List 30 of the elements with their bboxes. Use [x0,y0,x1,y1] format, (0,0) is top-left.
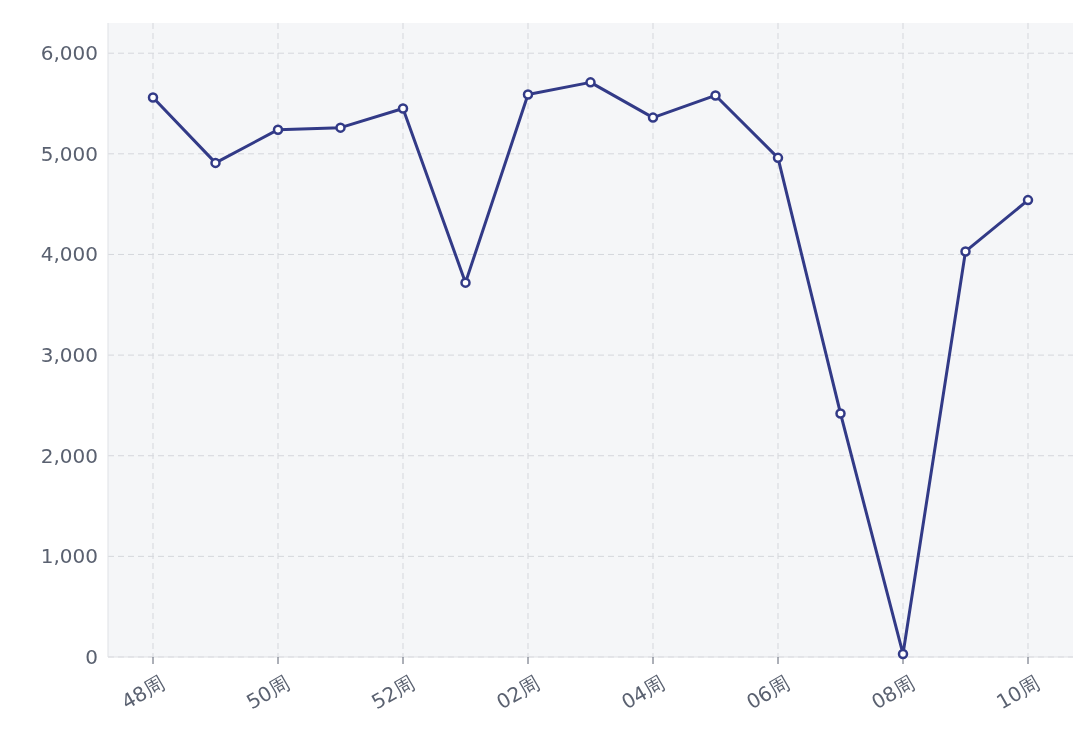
y-tick-label: 2,000 [40,443,98,468]
point [460,277,471,288]
y-tick-label: 1,000 [40,544,98,569]
point [647,112,659,123]
x-tick-label: 04周 [617,670,669,715]
point [585,77,596,88]
point [1022,194,1034,206]
x-tick-label: 08周 [867,670,919,715]
x-tick-label: 10周 [992,670,1044,715]
point [897,648,909,660]
y-tick-label: 0 [85,645,98,669]
x-tick-label: 48周 [117,670,169,715]
x-tick-label: 50周 [242,670,294,715]
point [960,246,971,257]
point [772,152,784,164]
point [397,103,409,114]
x-tick-label: 02周 [492,670,544,715]
point [335,122,346,133]
y-tick-label: 6,000 [40,41,98,66]
point [835,408,846,419]
point [710,90,721,101]
x-tick-label: 52周 [367,670,419,715]
point [522,89,534,100]
y-tick-label: 5,000 [40,141,98,166]
point [272,124,284,135]
x-tick-label: 06周 [742,670,794,715]
y-tick-label: 3,000 [40,343,98,368]
point [210,157,221,169]
point [147,92,159,103]
y-tick-label: 4,000 [40,242,98,267]
